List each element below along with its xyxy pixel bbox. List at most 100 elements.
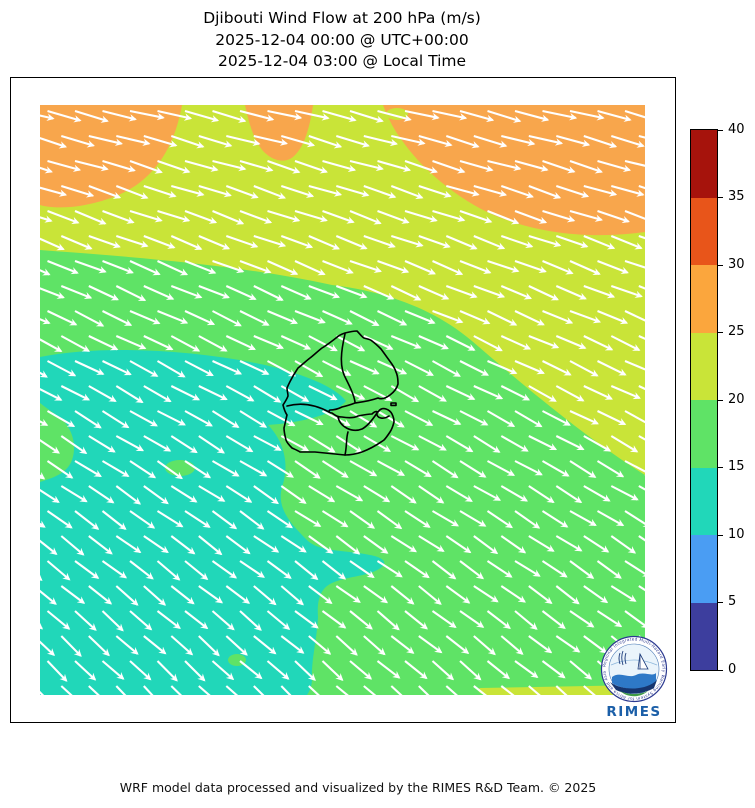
wind-arrow: [473, 235, 506, 250]
wind-arrow: [184, 660, 206, 682]
wind-arrow: [624, 109, 645, 119]
wind-arrow: [583, 184, 618, 197]
wind-arrow: [363, 535, 389, 554]
wind-arrow: [225, 385, 255, 402]
wind-arrow: [610, 485, 639, 501]
wind-arrow: [253, 635, 277, 655]
wind-arrow: [500, 435, 529, 452]
wind-arrow: [226, 134, 261, 147]
wind-arrow: [156, 460, 183, 480]
wind-arrow: [514, 109, 550, 122]
wind-arrow: [129, 510, 156, 529]
wind-arrow: [170, 235, 203, 251]
wind-arrow: [500, 485, 529, 502]
wind-arrow: [47, 310, 78, 326]
wind-arrow: [40, 186, 68, 197]
wind-arrow: [555, 385, 585, 402]
wind-arrow: [596, 560, 622, 579]
colorbar-tick-label: 20: [728, 391, 745, 407]
wind-arrow: [390, 685, 403, 695]
wind-arrow: [541, 460, 570, 477]
wind-arrow: [500, 285, 532, 300]
colorbar-tick: [718, 129, 723, 131]
wind-arrow: [487, 260, 520, 273]
wind-arrow: [157, 310, 189, 325]
wind-arrow: [597, 109, 632, 122]
wind-arrow: [321, 460, 349, 478]
wind-arrow: [349, 310, 380, 327]
wind-arrow: [143, 635, 167, 655]
wind-arrow: [541, 610, 566, 630]
wind-arrow: [583, 285, 616, 299]
wind-arrow: [514, 360, 545, 375]
region-teal-10-15: [40, 350, 385, 695]
wind-arrow: [335, 134, 370, 148]
wind-arrow: [102, 159, 136, 173]
wind-arrow: [335, 435, 363, 454]
wind-arrow: [239, 560, 265, 578]
wind-arrow: [294, 610, 319, 629]
wind-arrow: [445, 135, 480, 149]
wind-arrow: [569, 260, 601, 276]
wind-arrow: [583, 135, 618, 149]
figure-title: Djibouti Wind Flow at 200 hPa (m/s) 2025…: [203, 8, 481, 73]
wind-arrow: [445, 235, 478, 250]
wind-arrow: [211, 610, 235, 631]
wind-arrow: [225, 335, 256, 351]
wind-arrow: [322, 360, 352, 377]
wind-arrow: [624, 210, 645, 220]
wind-arrow: [404, 660, 428, 680]
wind-arrow: [624, 310, 645, 322]
wind-arrow: [487, 360, 518, 375]
colorbar-tick: [718, 534, 723, 536]
wind-arrow: [280, 535, 307, 553]
wind-arrow: [335, 285, 368, 299]
colorbar-segment: [691, 535, 717, 603]
wind-arrow: [280, 235, 314, 249]
wind-arrow: [555, 635, 581, 653]
wind-arrow: [638, 235, 645, 240]
wind-arrow: [198, 134, 233, 148]
wind-arrow: [336, 184, 370, 198]
wind-arrow: [239, 510, 265, 530]
wind-arrow: [294, 310, 326, 324]
wind-arrow: [129, 360, 159, 377]
wind-arrow: [184, 610, 209, 630]
wind-arrow: [500, 685, 515, 695]
wind-arrow: [308, 335, 338, 352]
wind-arrow: [528, 435, 558, 451]
wind-arrow: [184, 159, 219, 172]
wind-arrow: [101, 560, 128, 579]
wind-arrow: [211, 560, 238, 579]
wind-arrow: [308, 585, 333, 605]
colorbar-tick: [718, 332, 723, 333]
wind-arrow: [198, 585, 224, 604]
wind-arrow: [610, 385, 641, 400]
wind-arrow: [528, 385, 557, 402]
wind-arrow: [46, 660, 68, 682]
wind-arrow: [321, 660, 344, 681]
wind-arrow: [211, 410, 240, 428]
wind-arrow: [47, 360, 77, 377]
wind-arrow: [143, 285, 175, 300]
wind-arrow: [198, 335, 228, 352]
wind-arrow: [514, 159, 549, 172]
wind-arrow: [171, 184, 205, 197]
wind-arrow: [170, 285, 203, 299]
wind-arrow: [363, 335, 394, 350]
wind-arrow: [583, 335, 614, 351]
colorbar-segment: [691, 130, 717, 198]
wind-arrow: [459, 510, 487, 527]
wind-arrow: [157, 260, 189, 276]
wind-arrow: [418, 535, 445, 552]
wind-arrow: [335, 385, 366, 400]
wind-arrow: [611, 184, 645, 197]
wind-arrow: [266, 660, 290, 680]
wind-arrow: [322, 310, 353, 325]
wind-arrow: [129, 560, 154, 580]
wind-arrow: [390, 485, 417, 504]
wind-arrow: [432, 209, 466, 223]
wind-arrow: [74, 460, 102, 478]
map-frame: [10, 77, 676, 723]
logo-horizon-arc: [610, 659, 658, 666]
